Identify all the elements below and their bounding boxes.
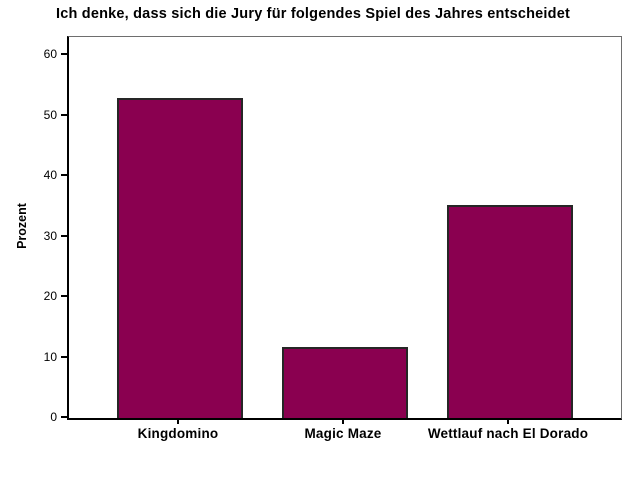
x-category-label: Wettlauf nach El Dorado [427,426,589,441]
chart-title: Ich denke, dass sich die Jury für folgen… [55,6,571,22]
y-tick-mark [61,113,67,116]
y-tick-label: 20 [43,289,57,304]
bar-magic-maze [282,347,408,418]
y-tick-mark [61,416,67,418]
bar-kingdomino [117,98,243,418]
x-tick-mark [177,419,179,424]
x-category-label: Magic Maze [304,426,382,441]
y-tick-mark [61,295,67,298]
y-tick-mark [61,53,67,56]
bar-wettlauf-nach-el-dorado [447,205,573,418]
y-tick-label: 50 [43,107,57,122]
y-tick-mark [61,355,67,358]
x-tick-mark [507,419,509,424]
y-tick-label: 0 [50,410,57,424]
y-tick-label: 60 [43,47,57,62]
y-tick-mark [61,174,67,177]
y-tick-mark [61,234,67,237]
y-tick-label: 40 [43,168,57,183]
x-tick-mark [342,419,344,424]
y-tick-label: 30 [43,228,57,243]
y-tick-label: 10 [43,349,57,364]
x-category-label: Kingdomino [137,426,219,441]
plot-area [67,36,622,420]
